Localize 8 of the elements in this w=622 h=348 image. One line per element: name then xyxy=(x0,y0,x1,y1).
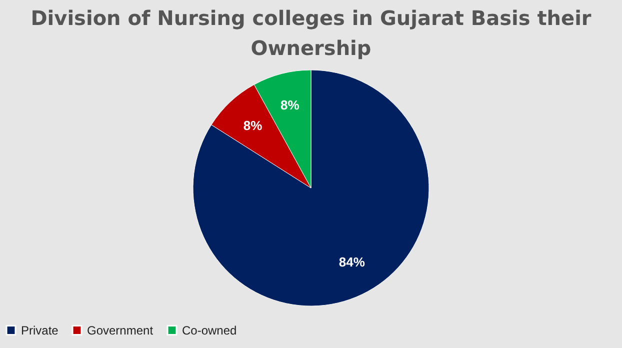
data-label: 8% xyxy=(243,118,263,134)
legend-label: Co-owned xyxy=(182,323,237,338)
legend-label: Government xyxy=(87,323,154,338)
data-label: 8% xyxy=(280,98,300,113)
data-label: 84% xyxy=(338,254,366,270)
legend-label: Private xyxy=(21,323,59,338)
pie-slice xyxy=(192,70,430,306)
chart-title: Division of Nursing colleges in Gujarat Basis their Ownership xyxy=(30,6,592,60)
